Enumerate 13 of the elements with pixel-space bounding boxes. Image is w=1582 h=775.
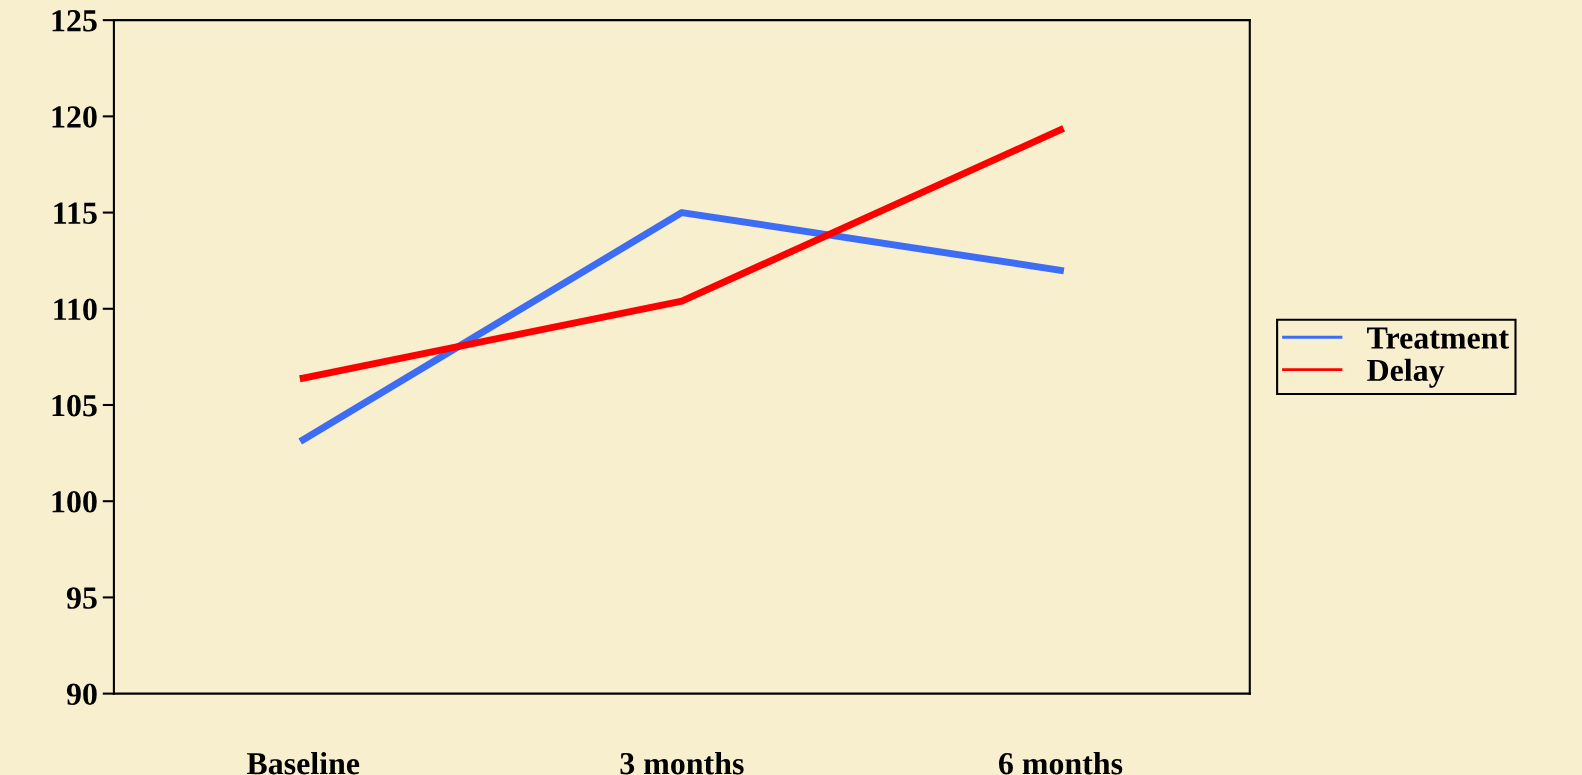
x-tick-label: 3 months [620,751,744,775]
y-tick-label: 90 [66,683,97,706]
y-tick-label: 115 [54,202,97,224]
x-tick-label: 6 months [998,751,1123,775]
legend-label: Treatment [1367,327,1509,349]
y-tick-label: 125 [52,10,97,32]
y-tick-label: 120 [52,106,97,128]
x-tick-label: Baseline [246,751,360,775]
y-tick-label: 95 [66,587,97,609]
y-tick-label: 110 [54,298,97,321]
y-tick-label: 105 [52,394,97,417]
legend-label: Delay [1367,358,1445,388]
y-tick-label: 100 [52,491,97,513]
